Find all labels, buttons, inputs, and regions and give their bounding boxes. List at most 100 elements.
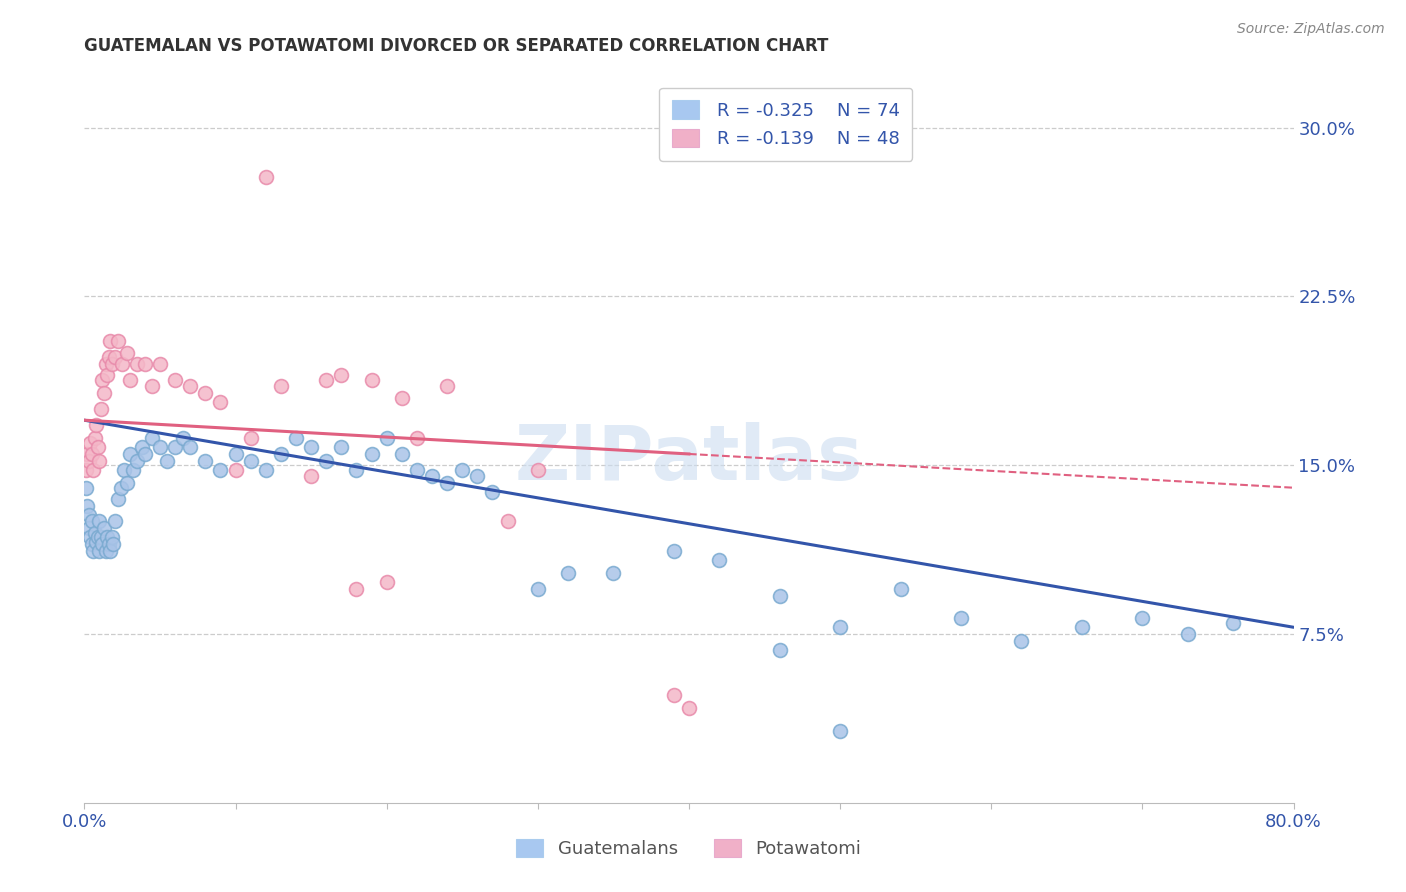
Point [375, 431, 398, 445]
Point [107, 491, 129, 506]
Point [270, 379, 292, 393]
Point [406, 463, 429, 477]
Point [96, 530, 118, 544]
Point [104, 515, 127, 529]
Point [451, 463, 474, 477]
Point [890, 582, 912, 596]
Point [97, 537, 120, 551]
Point [420, 469, 443, 483]
Point [172, 431, 194, 445]
Point [118, 373, 141, 387]
Point [86, 534, 108, 549]
Point [75, 481, 97, 495]
Point [94, 357, 117, 371]
Point [89, 515, 111, 529]
Point [100, 357, 122, 371]
Point [82, 463, 104, 477]
Point [84, 431, 107, 445]
Point [1071, 620, 1094, 634]
Point [77, 508, 100, 522]
Point [299, 469, 322, 483]
Point [82, 543, 104, 558]
Point [225, 447, 247, 461]
Point [115, 345, 138, 359]
Point [93, 521, 115, 535]
Point [91, 373, 114, 387]
Point [467, 469, 489, 483]
Point [98, 543, 121, 558]
Point [254, 463, 277, 477]
Point [79, 435, 101, 450]
Point [254, 170, 277, 185]
Point [557, 566, 579, 581]
Text: ZIPatlas: ZIPatlas [515, 422, 863, 496]
Point [110, 481, 132, 495]
Point [96, 368, 118, 383]
Point [1222, 615, 1244, 630]
Point [270, 447, 292, 461]
Point [121, 463, 143, 477]
Point [406, 431, 429, 445]
Legend: Guatemalans, Potawatomi: Guatemalans, Potawatomi [508, 830, 870, 867]
Point [141, 431, 163, 445]
Point [209, 463, 232, 477]
Point [91, 537, 114, 551]
Point [115, 476, 138, 491]
Text: GUATEMALAN VS POTAWATOMI DIVORCED OR SEPARATED CORRELATION CHART: GUATEMALAN VS POTAWATOMI DIVORCED OR SEP… [84, 37, 828, 54]
Point [950, 611, 973, 625]
Point [239, 453, 262, 467]
Point [98, 334, 121, 349]
Point [391, 447, 413, 461]
Point [141, 379, 163, 393]
Point [315, 373, 337, 387]
Point [375, 575, 398, 590]
Point [89, 453, 111, 467]
Point [496, 515, 519, 529]
Point [346, 463, 368, 477]
Point [194, 386, 217, 401]
Point [315, 453, 337, 467]
Point [80, 537, 103, 551]
Point [678, 701, 700, 715]
Point [299, 440, 322, 454]
Point [602, 566, 624, 581]
Point [662, 688, 685, 702]
Point [360, 447, 382, 461]
Point [93, 386, 115, 401]
Point [100, 530, 122, 544]
Point [77, 453, 100, 467]
Point [769, 642, 792, 657]
Point [79, 530, 101, 544]
Point [1011, 633, 1033, 648]
Point [330, 440, 353, 454]
Point [84, 525, 107, 540]
Point [118, 447, 141, 461]
Point [97, 350, 120, 364]
Point [104, 350, 127, 364]
Point [285, 431, 308, 445]
Point [76, 499, 98, 513]
Point [112, 463, 135, 477]
Point [149, 357, 172, 371]
Point [527, 582, 550, 596]
Point [239, 431, 262, 445]
Point [165, 373, 187, 387]
Point [436, 379, 458, 393]
Point [209, 395, 232, 409]
Point [75, 463, 97, 477]
Point [156, 453, 179, 467]
Point [179, 379, 201, 393]
Point [360, 373, 382, 387]
Point [436, 476, 458, 491]
Point [127, 357, 149, 371]
Point [80, 515, 103, 529]
Point [527, 463, 550, 477]
Point [87, 440, 110, 454]
Point [131, 440, 153, 454]
Point [225, 463, 247, 477]
Point [194, 453, 217, 467]
Point [134, 447, 156, 461]
Point [77, 521, 100, 535]
Point [330, 368, 353, 383]
Point [149, 440, 172, 454]
